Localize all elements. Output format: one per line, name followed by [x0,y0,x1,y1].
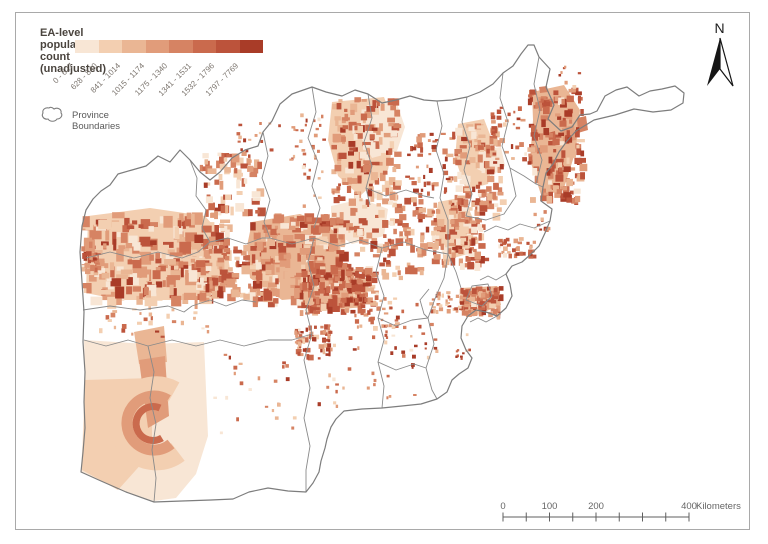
legend-swatch [239,40,263,53]
country-outline [79,44,685,503]
scale-bar: 0 100 200 400 Kilometers [500,501,741,522]
ea-mosaic-layer [81,65,588,435]
legend-swatch [75,40,99,53]
scale-bar-label: 400 [681,501,697,512]
north-arrow-glyph [707,37,734,87]
north-label: N [714,20,725,36]
scale-bar-label: 100 [542,501,558,512]
province-boundary-icon [41,106,63,122]
legend-swatch [192,40,216,53]
north-arrow: N [700,20,740,88]
legend-swatch [98,40,122,53]
legend-swatch [145,40,169,53]
legend-swatch [216,40,240,53]
map-frame-border [15,12,750,530]
legend-swatch [122,40,146,53]
scale-bar-label: 200 [588,501,604,512]
province-boundaries-label: Province Boundaries [72,110,121,132]
legend-color-ramp [75,40,263,53]
legend-swatch [169,40,193,53]
scale-bar-label: 0 [500,501,505,512]
province-boundaries-layer [82,56,551,503]
scale-bar-unit: Kilometers [696,501,741,512]
